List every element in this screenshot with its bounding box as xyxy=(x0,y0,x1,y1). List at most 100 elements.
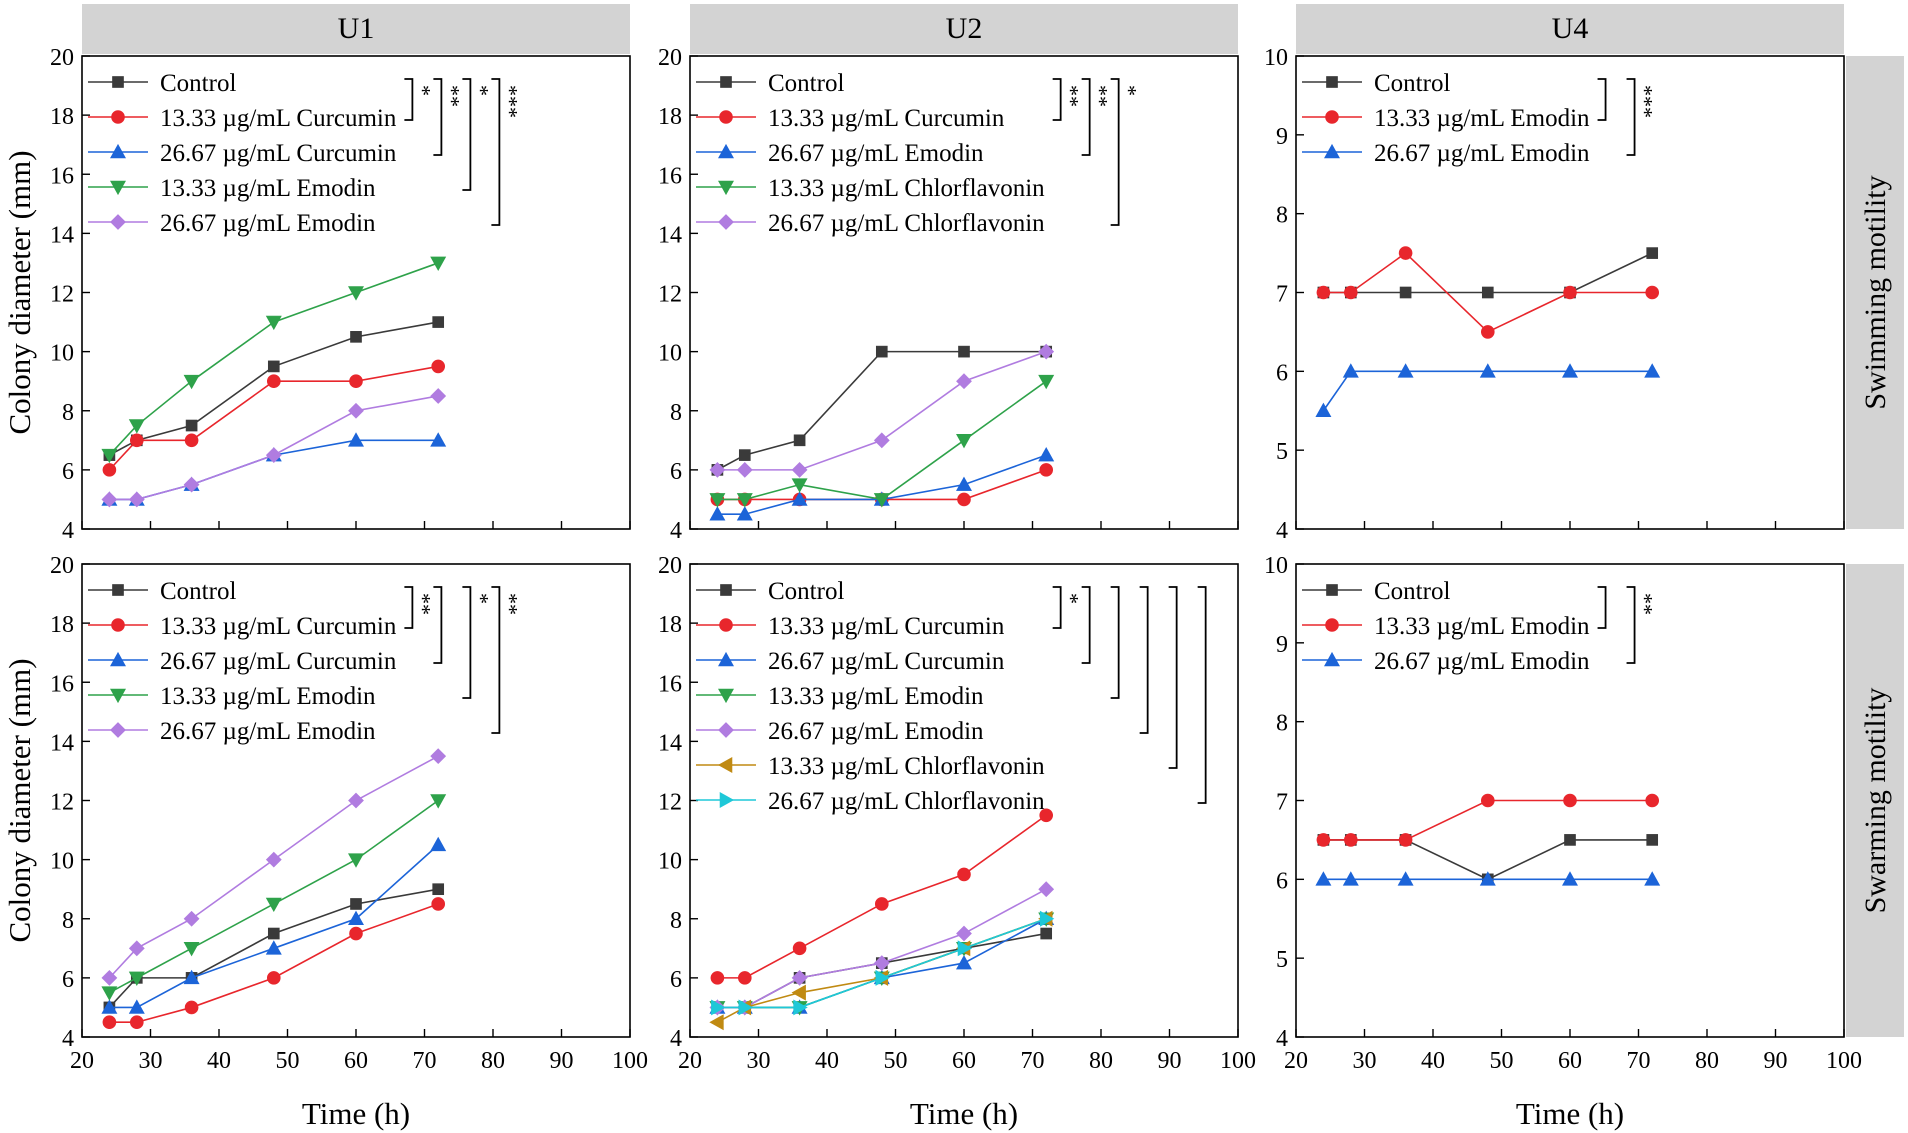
x-tick-label: 70 xyxy=(1021,1048,1045,1074)
data-point xyxy=(128,999,145,1014)
y-tick-label: 9 xyxy=(1276,632,1288,658)
data-point xyxy=(1481,286,1494,299)
data-point xyxy=(1645,793,1659,808)
series-line xyxy=(717,350,1047,471)
data-point xyxy=(874,897,889,911)
y-tick-label: 12 xyxy=(658,282,682,308)
x-tick-label: 20 xyxy=(70,1048,94,1074)
significance-bracket xyxy=(404,78,414,121)
legend-label: 13.33 µg/mL Emodin xyxy=(160,683,376,710)
y-tick-label: 8 xyxy=(670,908,682,934)
data-point xyxy=(1342,871,1359,886)
legend-label: 13.33 µg/mL Emodin xyxy=(768,683,984,710)
data-point xyxy=(432,883,445,896)
y-tick-label: 10 xyxy=(1264,553,1288,579)
data-point xyxy=(348,853,364,868)
y-tick-label: 8 xyxy=(62,400,74,426)
data-point xyxy=(792,941,807,956)
significance-bracket xyxy=(1110,78,1120,226)
data-point xyxy=(710,971,725,985)
x-tick-label: 90 xyxy=(550,1048,574,1074)
legend-marker xyxy=(717,757,733,773)
data-point xyxy=(956,925,972,942)
legend-marker xyxy=(110,651,126,667)
data-point xyxy=(130,433,144,448)
y-tick-label: 6 xyxy=(670,967,682,993)
data-point xyxy=(736,506,753,521)
x-tick-label: 80 xyxy=(481,1048,505,1074)
series-line xyxy=(717,454,1047,516)
chart-panel: 4 5 6 7 8 9 10 20 30 40 50 60 70 80 90 100 Control 13.33 … xyxy=(1264,553,1862,1074)
series-line xyxy=(717,380,1047,501)
series-line xyxy=(1322,370,1653,412)
legend-label: 13.33 µg/mL Emodin xyxy=(160,175,376,202)
legend-label: 13.33 µg/mL Curcumin xyxy=(160,613,397,640)
data-point xyxy=(1481,325,1495,339)
series-line xyxy=(109,844,439,1009)
data-point xyxy=(956,434,972,449)
data-point xyxy=(128,419,145,434)
legend-label: 13.33 µg/mL Curcumin xyxy=(768,105,1005,132)
x-tick-label: 60 xyxy=(344,1048,368,1074)
data-point xyxy=(791,478,808,493)
legend-marker xyxy=(718,214,734,230)
y-tick-label: 7 xyxy=(1276,282,1288,308)
y-tick-label: 16 xyxy=(50,671,74,697)
x-tick-label: 20 xyxy=(678,1048,702,1074)
data-point xyxy=(430,388,447,404)
y-tick-label: 5 xyxy=(1276,439,1288,465)
data-point xyxy=(430,432,447,447)
data-point xyxy=(956,955,972,970)
row-strip xyxy=(1846,56,1904,529)
x-axis-label: Time (h) xyxy=(302,1096,410,1131)
y-tick-label: 6 xyxy=(62,967,74,993)
data-point xyxy=(267,927,280,940)
series-line xyxy=(109,321,439,456)
y-tick-label: 20 xyxy=(50,553,74,579)
y-tick-label: 20 xyxy=(50,45,74,71)
legend-label: Control xyxy=(1374,578,1450,605)
y-tick-label: 16 xyxy=(658,163,682,189)
y-tick-label: 6 xyxy=(1276,868,1288,894)
data-point xyxy=(350,331,362,343)
legend-marker xyxy=(110,180,126,196)
data-point xyxy=(1315,402,1332,418)
data-point xyxy=(875,969,890,986)
data-point xyxy=(875,345,888,358)
data-point xyxy=(184,1000,199,1015)
significance-label: ** xyxy=(1059,85,1084,107)
data-point xyxy=(266,374,281,388)
significance-bracket xyxy=(1139,586,1149,734)
y-tick-label: 7 xyxy=(1276,790,1288,816)
data-point xyxy=(101,999,118,1014)
chart-panel: 4 5 6 7 8 9 10 Control 13.33 µg/mL Emodin 26.67 µ… xyxy=(1264,45,1845,544)
x-tick-label: 100 xyxy=(1826,1048,1862,1074)
data-point xyxy=(791,969,808,986)
data-point xyxy=(348,286,364,301)
legend-marker xyxy=(1325,110,1339,124)
data-point xyxy=(185,419,198,432)
x-tick-label: 90 xyxy=(1764,1048,1788,1074)
data-point xyxy=(430,256,447,272)
series-line xyxy=(1323,252,1653,294)
legend-marker xyxy=(720,76,732,88)
data-point xyxy=(1397,363,1414,378)
significance-label: * xyxy=(410,85,435,96)
data-point xyxy=(736,461,753,478)
data-point xyxy=(102,463,117,477)
data-point xyxy=(709,1014,724,1031)
x-tick-label: 50 xyxy=(884,1048,908,1074)
x-tick-label: 80 xyxy=(1089,1048,1113,1074)
data-point xyxy=(1398,246,1413,260)
data-point xyxy=(184,433,199,448)
data-point xyxy=(709,493,726,508)
data-point xyxy=(738,999,753,1016)
y-tick-label: 6 xyxy=(62,459,74,485)
y-tick-label: 14 xyxy=(658,222,682,248)
x-tick-label: 50 xyxy=(276,1048,300,1074)
data-point xyxy=(183,476,200,493)
significance-bracket xyxy=(491,78,501,226)
data-point xyxy=(349,926,363,941)
y-axis-label: Colony diameter (mm) xyxy=(2,150,37,434)
